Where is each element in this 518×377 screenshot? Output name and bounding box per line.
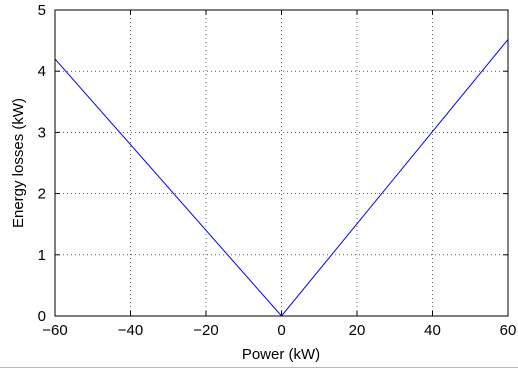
- x-tick-label: −60: [42, 322, 67, 339]
- x-axis-label: Power (kW): [242, 346, 320, 363]
- grid-lines: [55, 10, 508, 316]
- y-tick-label: 1: [38, 247, 46, 264]
- y-tick-label: 3: [38, 124, 46, 141]
- x-tick-label: 0: [277, 322, 285, 339]
- y-tick-label: 0: [38, 308, 46, 325]
- y-axis-label: Energy losses (kW): [10, 98, 27, 228]
- y-tick-label: 5: [38, 2, 46, 19]
- x-tick-label: 20: [349, 322, 366, 339]
- x-tick-label: 40: [424, 322, 441, 339]
- x-tick-label: −20: [193, 322, 218, 339]
- y-tick-labels: 0 1 2 3 4 5: [38, 2, 46, 325]
- divider: [0, 367, 518, 368]
- x-tick-labels: −60 −40 −20 0 20 40 60: [42, 322, 516, 339]
- x-tick-label: 60: [500, 322, 517, 339]
- x-tick-label: −40: [118, 322, 143, 339]
- y-tick-label: 2: [38, 186, 46, 203]
- tick-marks: [54, 9, 509, 317]
- y-tick-label: 4: [38, 63, 46, 80]
